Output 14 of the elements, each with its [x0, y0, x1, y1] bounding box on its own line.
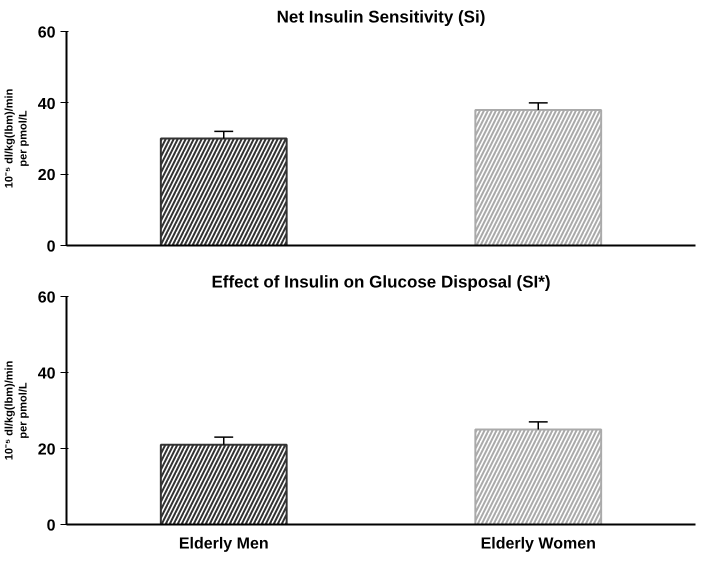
y-tick-label: 20 [38, 167, 56, 184]
chart-title: Net Insulin Sensitivity (Si) [276, 8, 486, 26]
x-tick-label: Elderly Men [178, 536, 269, 552]
y-tick-label: 40 [38, 96, 56, 113]
x-tick-label: Elderly Women [480, 536, 596, 552]
y-tick-label: 40 [38, 366, 56, 382]
y-tick-label: 60 [38, 24, 56, 42]
chart-title: Effect of Insulin on Glucose Disposal (SI*) [211, 272, 551, 292]
y-tick-label: 60 [38, 290, 56, 306]
y-tick-label: 20 [38, 442, 56, 458]
y-axis-title: 10⁻⁵ dl/kg(lbm)/min per pmol/L [3, 360, 30, 460]
y-axis-title: 10⁻⁵ dl/kg(lbm)/min per pmol/L [3, 88, 30, 188]
y-tick-label: 0 [46, 518, 56, 534]
y-tick-label: 0 [46, 238, 56, 256]
